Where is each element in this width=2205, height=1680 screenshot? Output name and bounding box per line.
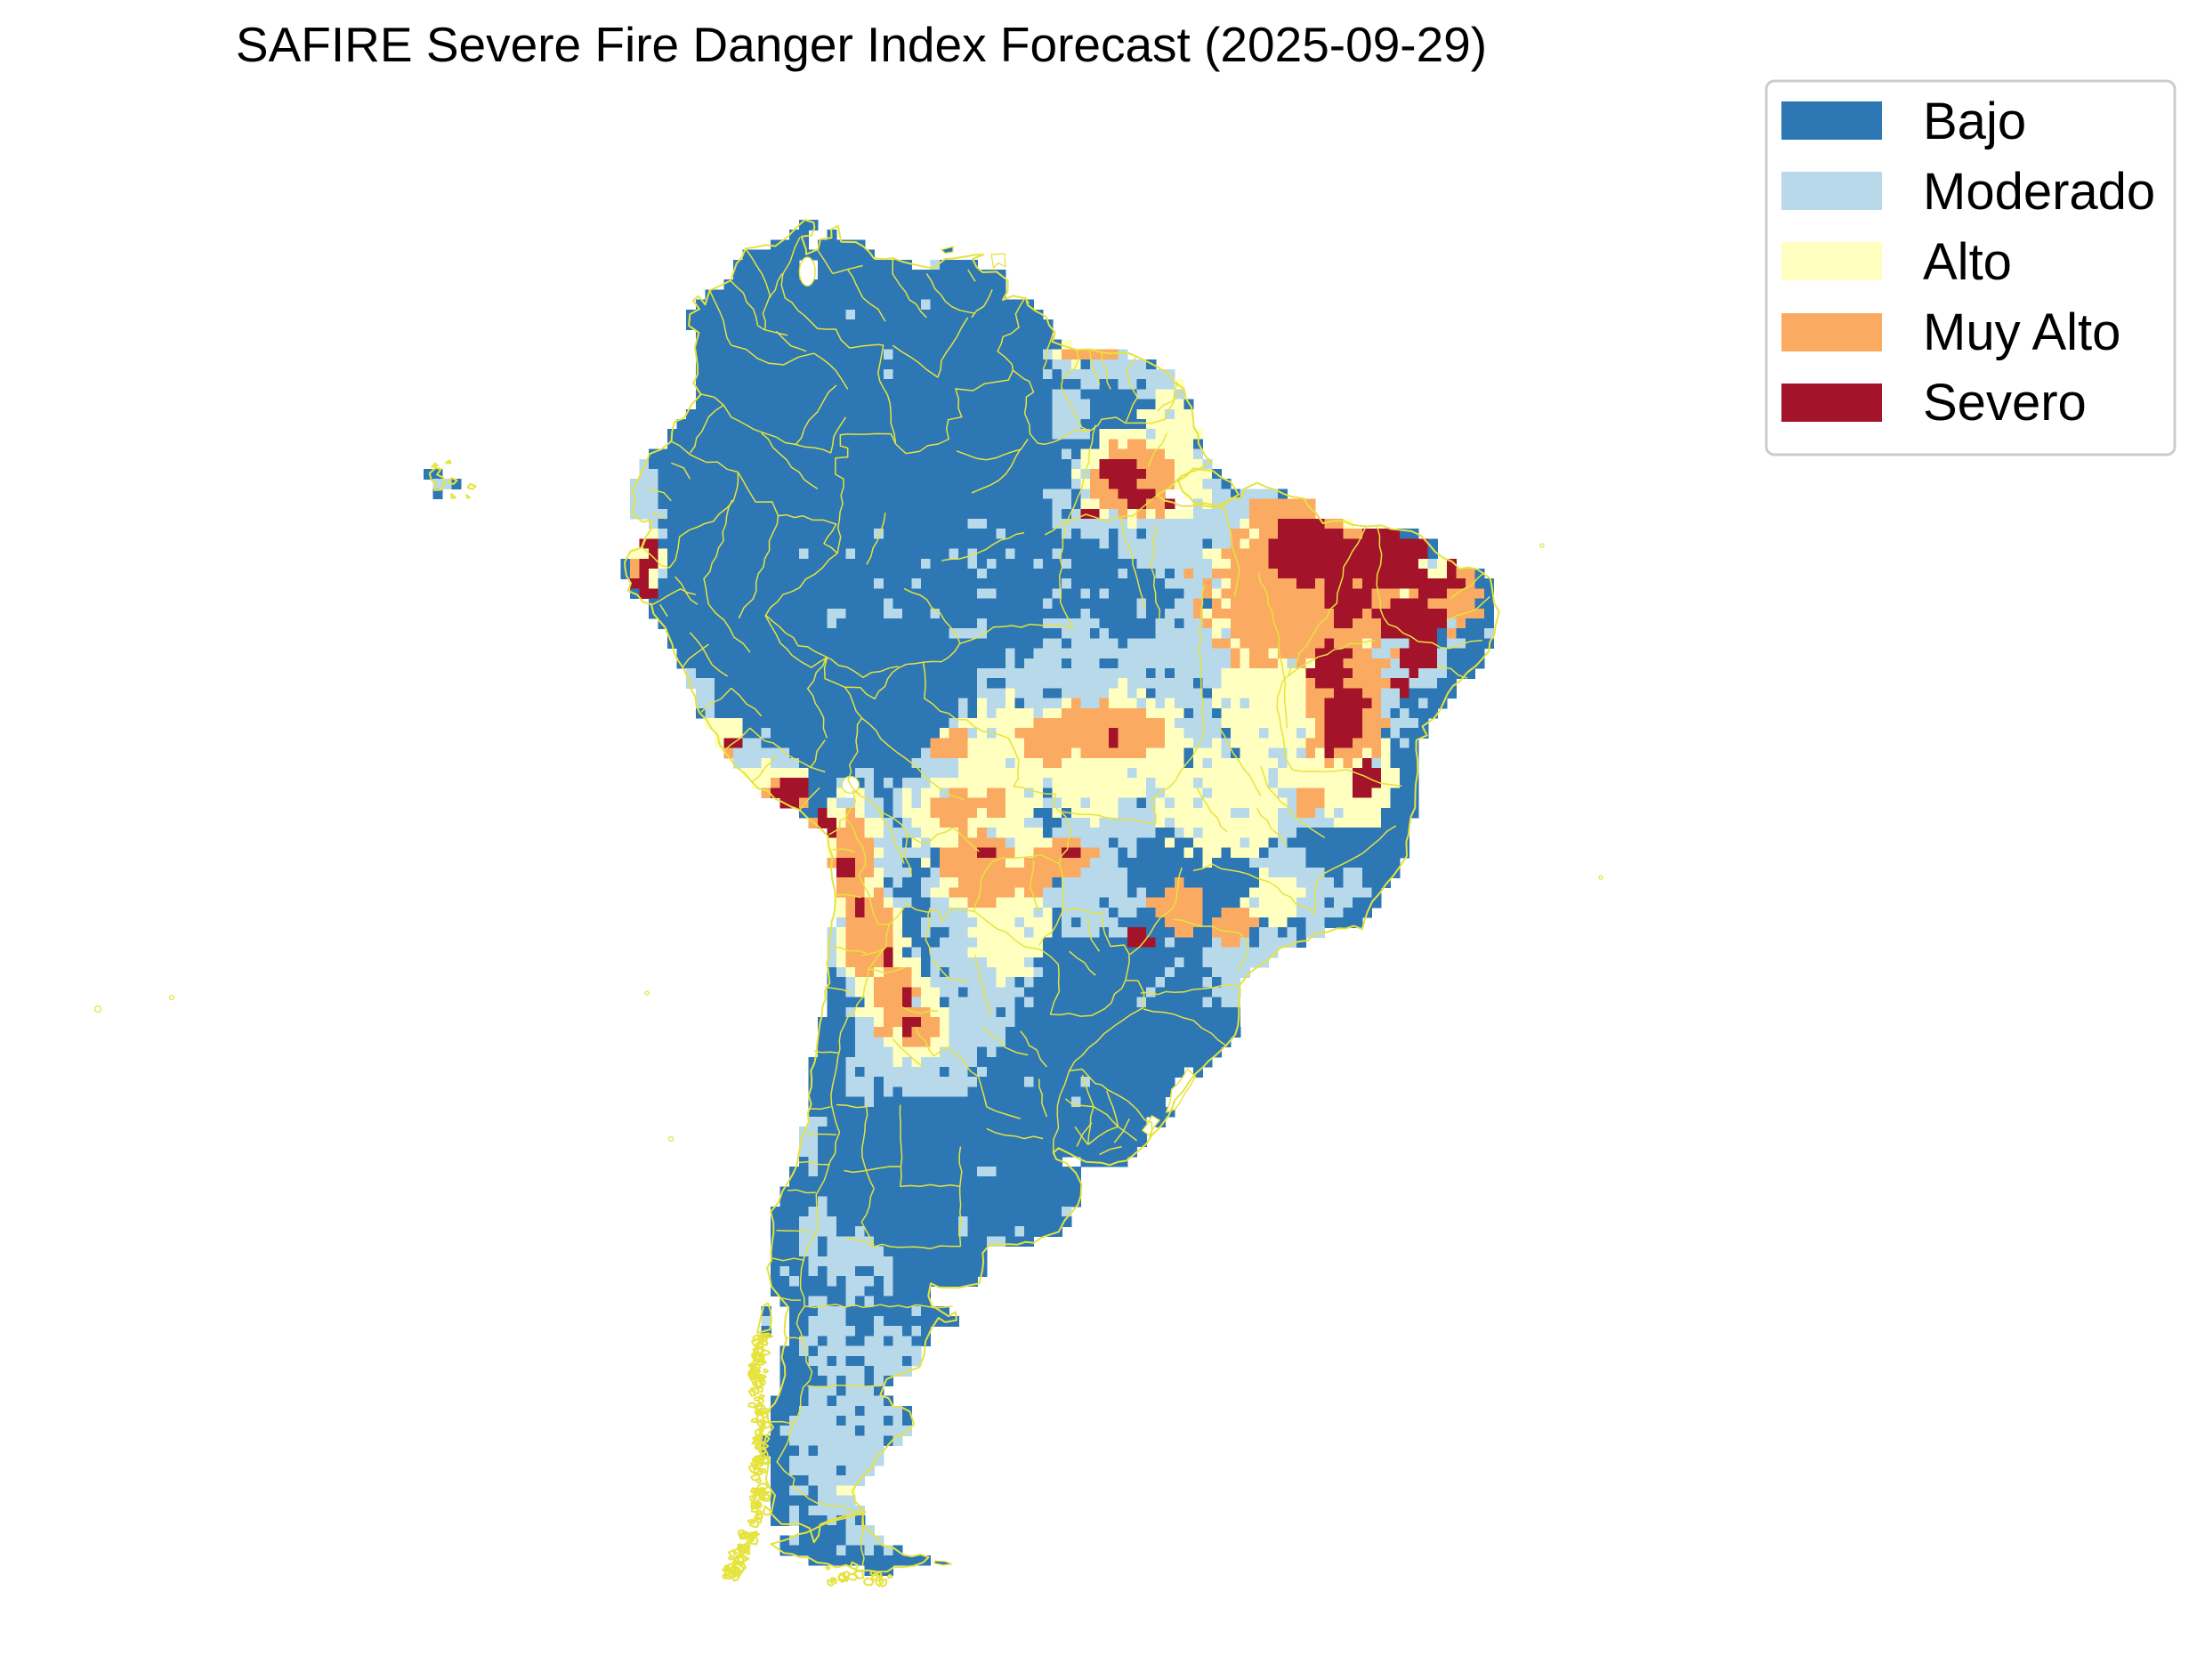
svg-text:SAFIRE Severe Fire Danger Inde: SAFIRE Severe Fire Danger Index Forecast…: [236, 17, 1487, 72]
svg-text:Moderado: Moderado: [1923, 163, 2155, 221]
svg-text:Muy Alto: Muy Alto: [1923, 303, 2120, 361]
svg-text:Alto: Alto: [1923, 233, 2012, 291]
svg-text:Severo: Severo: [1923, 374, 2087, 432]
svg-text:Bajo: Bajo: [1923, 93, 2026, 150]
